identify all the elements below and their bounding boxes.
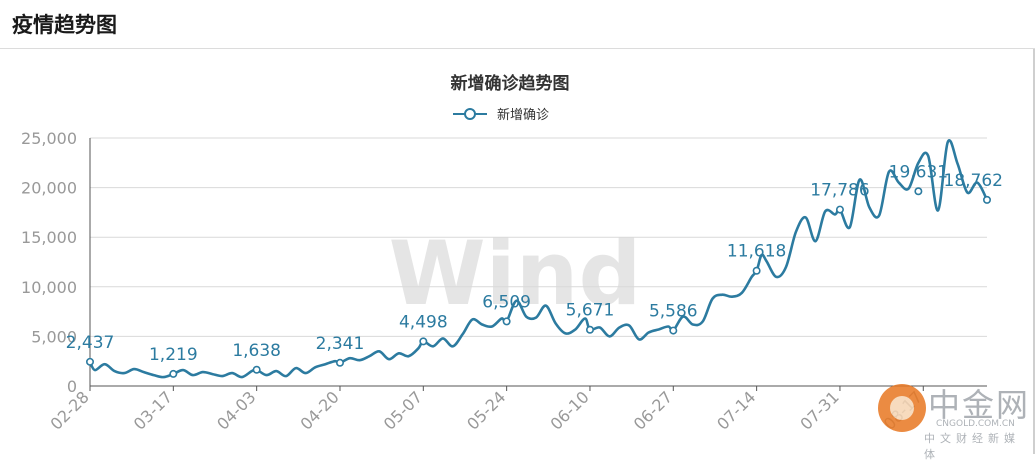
x-axis: 02-28 03-17 04-03 04-20 05-07 05-24 06-10 06-27…	[47, 386, 926, 434]
brand-logo-icon	[878, 384, 926, 432]
data-label: 2,341	[316, 334, 365, 354]
data-point-marker[interactable]	[419, 337, 428, 346]
x-tick-label: 07-14	[713, 387, 759, 433]
x-tick-label: 04-03	[213, 387, 259, 433]
x-tick-label: 05-07	[380, 387, 426, 433]
data-point-marker[interactable]	[585, 325, 594, 334]
data-label: 5,671	[566, 301, 615, 321]
data-label: 2,437	[66, 333, 115, 353]
x-tick-label: 04-20	[296, 387, 342, 433]
x-tick-label: 07-31	[796, 387, 842, 433]
data-point-marker[interactable]	[835, 205, 844, 214]
data-point-marker[interactable]	[335, 358, 344, 367]
line-chart: Wind 新增确诊趋势图 新增确诊 0 5,000 10,000 15,000 20,0…	[21, 73, 1003, 434]
x-tick-label: 06-10	[546, 387, 592, 433]
chart-title: 新增确诊趋势图	[451, 73, 570, 94]
data-label: 11,618	[727, 242, 786, 262]
y-tick-label: 10,000	[21, 278, 77, 297]
data-markers	[86, 187, 991, 378]
data-point-marker[interactable]	[86, 357, 95, 366]
y-tick-label: 15,000	[21, 228, 77, 247]
data-point-marker[interactable]	[169, 369, 178, 378]
watermark-wind: Wind	[389, 222, 642, 325]
data-label: 17,786	[810, 181, 869, 201]
brand-name: 中金网	[928, 386, 1031, 424]
data-point-marker[interactable]	[752, 266, 761, 275]
x-tick-label: 03-17	[130, 387, 176, 433]
data-point-marker[interactable]	[914, 187, 923, 196]
x-tick-label: 06-27	[630, 387, 676, 433]
data-label: 4,498	[399, 312, 448, 332]
data-label: 18,762	[944, 171, 1003, 191]
legend-label: 新增确诊	[497, 107, 549, 123]
grid	[90, 137, 987, 387]
brand-site: CNGOLD.COM.CN	[936, 419, 1015, 429]
data-labels: 2,437 1,219 1,638 2,341 4,498 6,509 5,671 5,586…	[66, 162, 1003, 365]
data-label: 19,631	[889, 162, 948, 182]
y-axis: 0 5,000 10,000 15,000 20,000 25,000	[21, 129, 91, 396]
data-point-marker[interactable]	[502, 317, 511, 326]
y-tick-label: 5,000	[31, 327, 77, 346]
data-label: 5,586	[649, 302, 698, 322]
data-label: 1,638	[232, 341, 281, 361]
data-point-marker[interactable]	[252, 365, 261, 374]
data-point-marker[interactable]	[669, 326, 678, 335]
data-point-marker[interactable]	[982, 195, 991, 204]
x-tick-label: 05-24	[463, 387, 509, 433]
data-label: 1,219	[149, 345, 198, 365]
page-header: 疫情趋势图	[0, 0, 1035, 49]
legend-marker-icon	[464, 108, 476, 120]
data-label: 6,509	[482, 292, 531, 312]
brand-tagline: 中文财经新媒体	[924, 432, 1020, 461]
y-tick-label: 25,000	[21, 129, 77, 148]
chart-panel: Wind 新增确诊趋势图 新增确诊 0 5,000 10,000 15,000 20,0…	[0, 49, 1035, 454]
series-line	[88, 139, 989, 379]
y-tick-label: 0	[67, 377, 77, 396]
legend[interactable]: 新增确诊	[453, 107, 549, 123]
page-title: 疫情趋势图	[12, 13, 117, 37]
y-tick-label: 20,000	[21, 179, 77, 198]
